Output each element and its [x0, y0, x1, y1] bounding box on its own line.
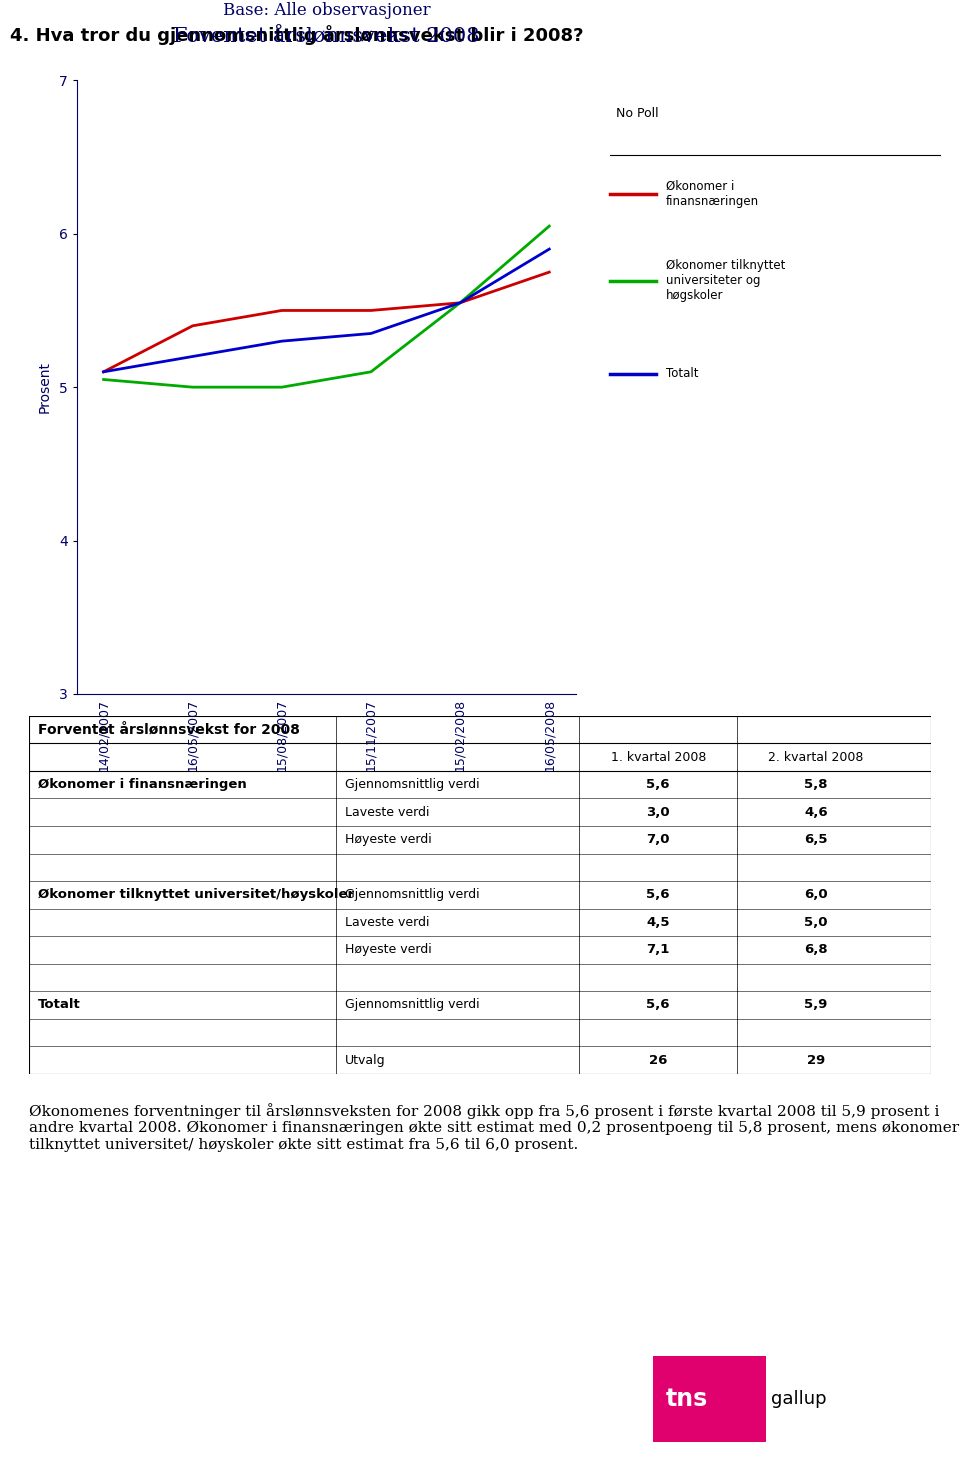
Text: gallup: gallup [771, 1389, 827, 1408]
Text: Gjennomsnittlig verdi: Gjennomsnittlig verdi [345, 888, 479, 901]
Title: Foventet årslønnsvekst 2008: Foventet årslønnsvekst 2008 [173, 26, 480, 45]
Text: 5,6: 5,6 [646, 888, 670, 901]
Text: 7,0: 7,0 [646, 833, 670, 846]
Text: 5,6: 5,6 [646, 998, 670, 1011]
Text: Økonomer i finansnæringen: Økonomer i finansnæringen [37, 779, 247, 792]
Text: 2. kvartal 2008: 2. kvartal 2008 [768, 751, 864, 764]
Text: Totalt: Totalt [37, 998, 81, 1011]
Text: tns: tns [666, 1386, 708, 1411]
Text: 4,5: 4,5 [646, 916, 670, 929]
Text: 6,8: 6,8 [804, 944, 828, 957]
Text: Økonomer i
finansnæringen: Økonomer i finansnæringen [666, 180, 759, 207]
Text: No Poll: No Poll [616, 107, 659, 120]
Text: Laveste verdi: Laveste verdi [345, 806, 429, 818]
Text: 4. Hva tror du gjennomsnittlig årslønnsvekst blir i 2008?: 4. Hva tror du gjennomsnittlig årslønnsv… [10, 25, 583, 45]
Text: 7,1: 7,1 [646, 944, 670, 957]
Text: Totalt: Totalt [666, 367, 699, 380]
Text: 5,6: 5,6 [646, 779, 670, 792]
FancyBboxPatch shape [653, 1356, 766, 1442]
Text: Forventet årslønnsvekst for 2008: Forventet årslønnsvekst for 2008 [37, 723, 300, 736]
Text: 4,6: 4,6 [804, 806, 828, 818]
Text: 29: 29 [807, 1053, 826, 1067]
Text: Høyeste verdi: Høyeste verdi [345, 944, 431, 957]
Text: Laveste verdi: Laveste verdi [345, 916, 429, 929]
Text: Økonomer tilknyttet
universiteter og
høgskoler: Økonomer tilknyttet universiteter og høg… [666, 259, 785, 302]
Text: 5,0: 5,0 [804, 916, 828, 929]
Text: Utvalg: Utvalg [345, 1053, 385, 1067]
Text: 6,5: 6,5 [804, 833, 828, 846]
Text: 5,9: 5,9 [804, 998, 828, 1011]
Text: Økonomer tilknyttet universitet/høyskoler: Økonomer tilknyttet universitet/høyskole… [37, 888, 354, 901]
Text: Gjennomsnittlig verdi: Gjennomsnittlig verdi [345, 998, 479, 1011]
Text: Base: Alle observasjoner: Base: Alle observasjoner [223, 1, 430, 19]
Text: Høyeste verdi: Høyeste verdi [345, 833, 431, 846]
Text: 6,0: 6,0 [804, 888, 828, 901]
Text: 5,8: 5,8 [804, 779, 828, 792]
Text: 3,0: 3,0 [646, 806, 670, 818]
Text: Økonomenes forventninger til årslønnsveksten for 2008 gikk opp fra 5,6 prosent i: Økonomenes forventninger til årslønnsvek… [29, 1103, 959, 1151]
Text: 1. kvartal 2008: 1. kvartal 2008 [611, 751, 706, 764]
Text: Gjennomsnittlig verdi: Gjennomsnittlig verdi [345, 779, 479, 792]
Text: 26: 26 [649, 1053, 667, 1067]
Y-axis label: Prosent: Prosent [38, 361, 52, 413]
